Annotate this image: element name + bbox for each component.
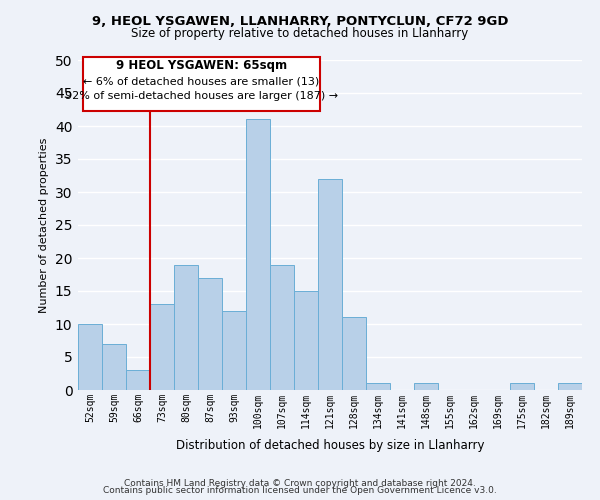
Bar (510, 384, 534, 390)
X-axis label: Distribution of detached houses by size in Llanharry: Distribution of detached houses by size … (176, 439, 484, 452)
Bar (198, 278, 222, 390)
Text: 92% of semi-detached houses are larger (187) →: 92% of semi-detached houses are larger (… (65, 92, 338, 102)
Bar (342, 318, 366, 390)
Bar (294, 291, 318, 390)
Text: 9, HEOL YSGAWEN, LLANHARRY, PONTYCLUN, CF72 9GD: 9, HEOL YSGAWEN, LLANHARRY, PONTYCLUN, C… (92, 15, 508, 28)
Bar (150, 304, 174, 390)
Bar (174, 264, 198, 390)
Text: 9 HEOL YSGAWEN: 65sqm: 9 HEOL YSGAWEN: 65sqm (116, 59, 287, 72)
Bar (318, 179, 342, 390)
Bar (558, 384, 582, 390)
FancyBboxPatch shape (83, 56, 320, 112)
Bar (414, 384, 438, 390)
Text: Contains public sector information licensed under the Open Government Licence v3: Contains public sector information licen… (103, 486, 497, 495)
Text: Size of property relative to detached houses in Llanharry: Size of property relative to detached ho… (131, 28, 469, 40)
Text: Contains HM Land Registry data © Crown copyright and database right 2024.: Contains HM Land Registry data © Crown c… (124, 478, 476, 488)
Bar (366, 384, 390, 390)
Bar (126, 370, 150, 390)
Bar (102, 344, 126, 390)
Bar (222, 311, 246, 390)
Bar (78, 324, 102, 390)
Bar (246, 120, 270, 390)
Y-axis label: Number of detached properties: Number of detached properties (39, 138, 49, 312)
Text: ← 6% of detached houses are smaller (13): ← 6% of detached houses are smaller (13) (83, 76, 320, 86)
Bar (270, 264, 294, 390)
